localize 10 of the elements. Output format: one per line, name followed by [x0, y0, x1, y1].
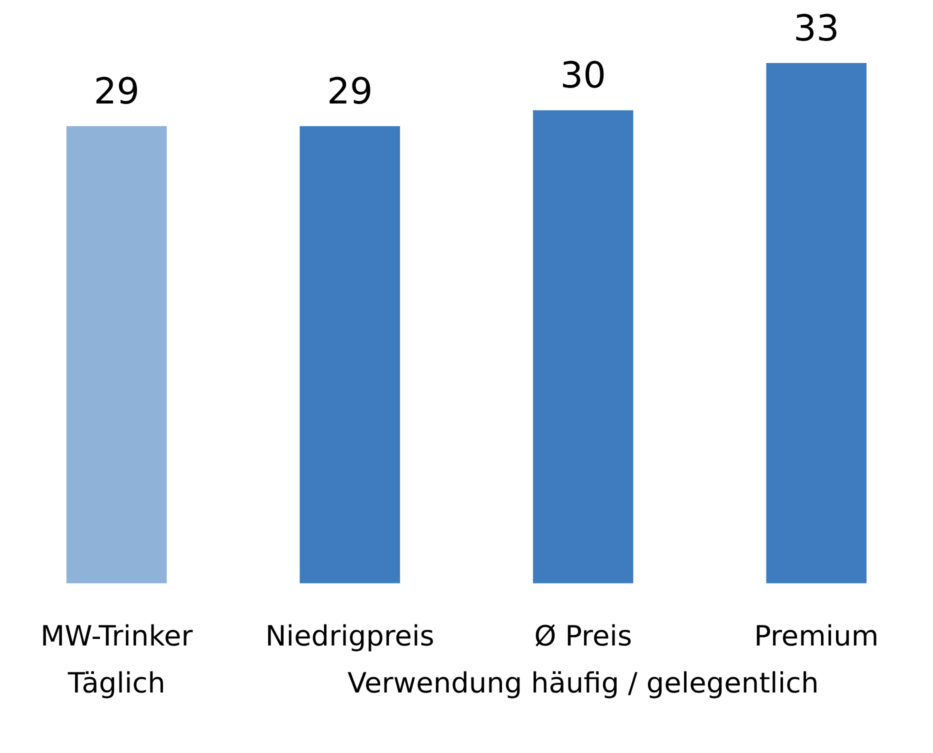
- data-label: 30: [560, 56, 606, 97]
- x-tick-label: MW-Trinker: [40, 619, 194, 652]
- data-label: 33: [793, 8, 840, 50]
- x-tick-label: Premium: [754, 619, 879, 652]
- x-tick-label: Ø Preis: [534, 619, 632, 652]
- x-tick-label: Niedrigpreis: [265, 619, 434, 652]
- text: Täglich: [66, 666, 166, 700]
- text: Verwendung häufig / gelegentlich: [347, 666, 819, 700]
- data-label: 29: [326, 71, 373, 112]
- data-label: 29: [94, 71, 140, 112]
